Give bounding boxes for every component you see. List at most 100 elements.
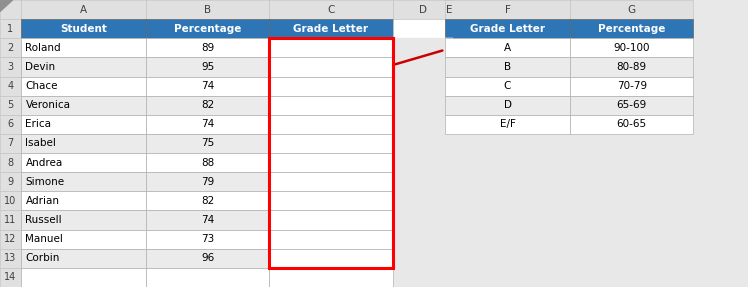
Bar [393,134,453,153]
Text: 82: 82 [201,100,214,110]
Bar [21,77,146,96]
Text: 74: 74 [201,215,214,225]
Text: Roland: Roland [25,43,61,53]
Bar [269,153,393,172]
Bar [0,268,21,287]
Bar [21,153,146,172]
Bar [0,249,21,268]
Bar [146,0,269,19]
Text: 75: 75 [201,139,214,148]
Bar [445,134,453,153]
Bar [445,19,453,38]
Bar [445,77,453,96]
Text: Percentage: Percentage [598,24,666,34]
Bar [393,191,453,210]
Text: 90-100: 90-100 [613,43,650,53]
Bar [393,115,453,134]
Bar [0,77,21,96]
Bar [0,96,21,115]
Text: 11: 11 [4,215,16,225]
Bar [393,38,453,57]
Bar [393,230,453,249]
Text: 6: 6 [7,119,13,129]
Bar [269,96,393,115]
Text: 3: 3 [7,62,13,72]
Text: E: E [446,5,452,15]
Text: Devin: Devin [25,62,55,72]
Bar [0,230,21,249]
Bar [0,57,21,77]
Bar [393,96,453,115]
Text: Russell: Russell [25,215,62,225]
Text: D: D [419,5,426,15]
Bar [445,0,453,19]
Bar [445,57,453,77]
Bar [269,115,393,134]
Bar [21,38,146,57]
Bar [21,134,146,153]
Bar [21,57,146,77]
Text: 73: 73 [201,234,214,244]
Text: 60-65: 60-65 [616,119,647,129]
Bar [146,134,269,153]
Bar [393,77,453,96]
Bar [0,0,21,19]
Bar [445,77,570,96]
Bar [269,38,393,268]
Text: 70-79: 70-79 [616,81,647,91]
Bar [146,57,269,77]
Bar [445,172,453,191]
Text: 4: 4 [7,81,13,91]
Bar [269,0,393,19]
Bar [21,268,146,287]
Bar [269,134,393,153]
Text: Manuel: Manuel [25,234,64,244]
Bar [269,57,393,77]
Text: G: G [628,5,636,15]
Bar [146,19,269,38]
Text: 2: 2 [7,43,13,53]
Bar [570,0,693,19]
Bar [570,115,693,134]
Text: Adrian: Adrian [25,196,59,206]
Bar [0,191,21,210]
Text: 10: 10 [4,196,16,206]
Bar [0,153,21,172]
Bar [570,77,693,96]
Bar [269,210,393,230]
Bar [269,19,393,38]
Text: 79: 79 [201,177,214,187]
Text: A: A [80,5,87,15]
Bar [146,191,269,210]
Text: B: B [204,5,211,15]
Text: Isabel: Isabel [25,139,56,148]
Bar [0,210,21,230]
Bar [21,249,146,268]
Bar [146,153,269,172]
Text: C: C [504,81,511,91]
Bar [146,268,269,287]
Bar [21,0,146,19]
Bar [445,0,570,19]
Bar [445,230,453,249]
Bar [445,153,453,172]
Text: B: B [504,62,511,72]
Bar [146,38,269,57]
Bar [269,249,393,268]
Text: E/F: E/F [500,119,515,129]
Bar [269,268,393,287]
Bar [393,210,453,230]
Text: 74: 74 [201,119,214,129]
Text: 74: 74 [201,81,214,91]
Text: 12: 12 [4,234,16,244]
Bar [146,115,269,134]
Text: Veronica: Veronica [25,100,70,110]
Text: 65-69: 65-69 [616,100,647,110]
Text: 14: 14 [4,272,16,282]
Text: 1: 1 [7,24,13,34]
Text: 5: 5 [7,100,13,110]
Bar [146,210,269,230]
Bar [0,19,21,38]
Text: 9: 9 [7,177,13,187]
Text: 80-89: 80-89 [616,62,647,72]
